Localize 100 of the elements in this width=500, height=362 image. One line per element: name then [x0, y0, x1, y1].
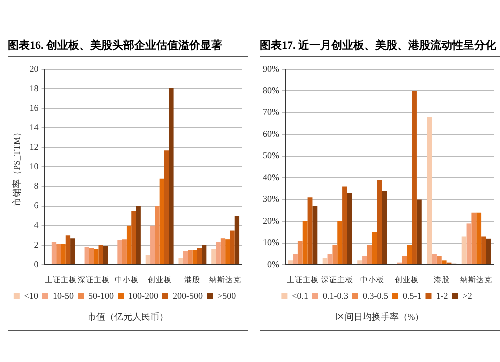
- bar: [98, 245, 104, 264]
- bar: [367, 245, 372, 264]
- bar: [372, 232, 378, 264]
- y-tick-label: 14: [30, 122, 40, 132]
- bar: [407, 245, 412, 264]
- bar: [197, 248, 202, 264]
- bar: [136, 206, 141, 264]
- bar: [52, 242, 57, 264]
- legend-label: 0.5-1: [403, 290, 422, 301]
- y-tick-label: 50%: [262, 150, 280, 161]
- bar: [146, 255, 151, 264]
- bar: [212, 249, 216, 264]
- legend-label: 200-500: [172, 290, 204, 301]
- y-tick-label: 40%: [262, 172, 280, 182]
- y-tick-label: 60%: [262, 128, 280, 139]
- bar: [56, 244, 62, 264]
- bar: [155, 206, 160, 264]
- bar: [332, 245, 338, 264]
- y-axis-title: 市销率（PS_TTM）: [12, 128, 22, 206]
- x-axis-title: 市值（亿元人民币）: [8, 311, 248, 331]
- bar: [118, 240, 122, 264]
- bar: [312, 206, 318, 264]
- bar: [482, 236, 486, 264]
- y-tick-label: 16: [30, 102, 40, 113]
- y-tick-label: 20%: [262, 216, 280, 226]
- legend-label: >500: [217, 290, 237, 301]
- legend-label: 0.3-0.5: [363, 290, 389, 301]
- bar: [302, 222, 308, 264]
- bar: [472, 212, 477, 264]
- bar: [416, 200, 422, 264]
- bar: [126, 226, 132, 264]
- bar: [192, 250, 198, 264]
- bar: [427, 117, 432, 264]
- bar: [432, 254, 437, 264]
- y-tick-label: 90%: [262, 64, 280, 74]
- bar: [362, 256, 368, 264]
- y-tick-label: 6: [34, 200, 40, 211]
- y-tick-label: 4: [34, 220, 40, 230]
- bar: [150, 226, 156, 264]
- bar: [293, 254, 298, 264]
- bar: [216, 242, 221, 264]
- y-tick-label: 10: [30, 162, 40, 172]
- bar: [402, 256, 408, 264]
- bar: [412, 91, 417, 264]
- bar: [308, 198, 313, 264]
- bar: [342, 186, 348, 264]
- bar: [338, 222, 343, 264]
- y-tick-label: 8: [34, 181, 40, 192]
- bar: [442, 260, 447, 264]
- bar: [466, 224, 472, 264]
- legend-label: >2: [462, 290, 472, 301]
- y-tick-label: 70%: [262, 107, 280, 118]
- bar: [322, 258, 328, 264]
- bar: [288, 260, 294, 264]
- bar: [230, 230, 235, 264]
- bar: [298, 241, 303, 264]
- bar: [66, 236, 71, 264]
- legend-label: 0.1-0.3: [323, 290, 350, 301]
- legend-label: 50-100: [88, 290, 114, 301]
- bar: [476, 212, 482, 264]
- y-tick-label: 2: [34, 240, 39, 250]
- y-tick-label: 0: [34, 259, 40, 270]
- bar: [160, 178, 164, 264]
- bar: [382, 191, 388, 264]
- y-tick-label: 0%: [267, 259, 280, 270]
- bar: [436, 256, 442, 264]
- chart-title: 图表17. 近一月创业板、美股、港股流动性呈分化: [260, 38, 500, 57]
- bar: [328, 254, 333, 264]
- y-tick-label: 12: [30, 142, 39, 152]
- legend-label: 100-200: [128, 290, 159, 301]
- x-axis-title: 区间日均换手率（%）: [260, 311, 500, 331]
- y-tick-label: 10%: [262, 238, 280, 248]
- bar: [103, 246, 108, 264]
- bar: [178, 258, 184, 264]
- bar: [234, 216, 240, 264]
- bar: [132, 211, 136, 264]
- bar: [61, 244, 66, 264]
- bar: [347, 193, 352, 264]
- y-tick-label: 18: [30, 83, 40, 94]
- bar: [84, 247, 90, 264]
- bar: [377, 180, 382, 264]
- bar: [183, 251, 188, 264]
- bar: [220, 238, 226, 264]
- bar: [202, 245, 207, 264]
- bar: [94, 249, 99, 264]
- bar: [486, 238, 492, 264]
- bar: [122, 240, 127, 264]
- bar: [226, 240, 230, 264]
- bar: [164, 150, 170, 264]
- legend-label: 1-2: [436, 290, 448, 301]
- bar: [70, 238, 76, 264]
- y-tick-label: 30%: [262, 194, 280, 204]
- y-tick-label: 20: [30, 64, 40, 74]
- y-tick-label: 80%: [262, 85, 280, 96]
- bar: [169, 88, 174, 264]
- legend-label: <0.1: [292, 290, 309, 301]
- legend-label: <10: [24, 290, 40, 301]
- bar: [462, 236, 467, 264]
- chart-title: 图表16. 创业板、美股头部企业估值溢价显著: [8, 38, 248, 57]
- bar: [89, 248, 94, 264]
